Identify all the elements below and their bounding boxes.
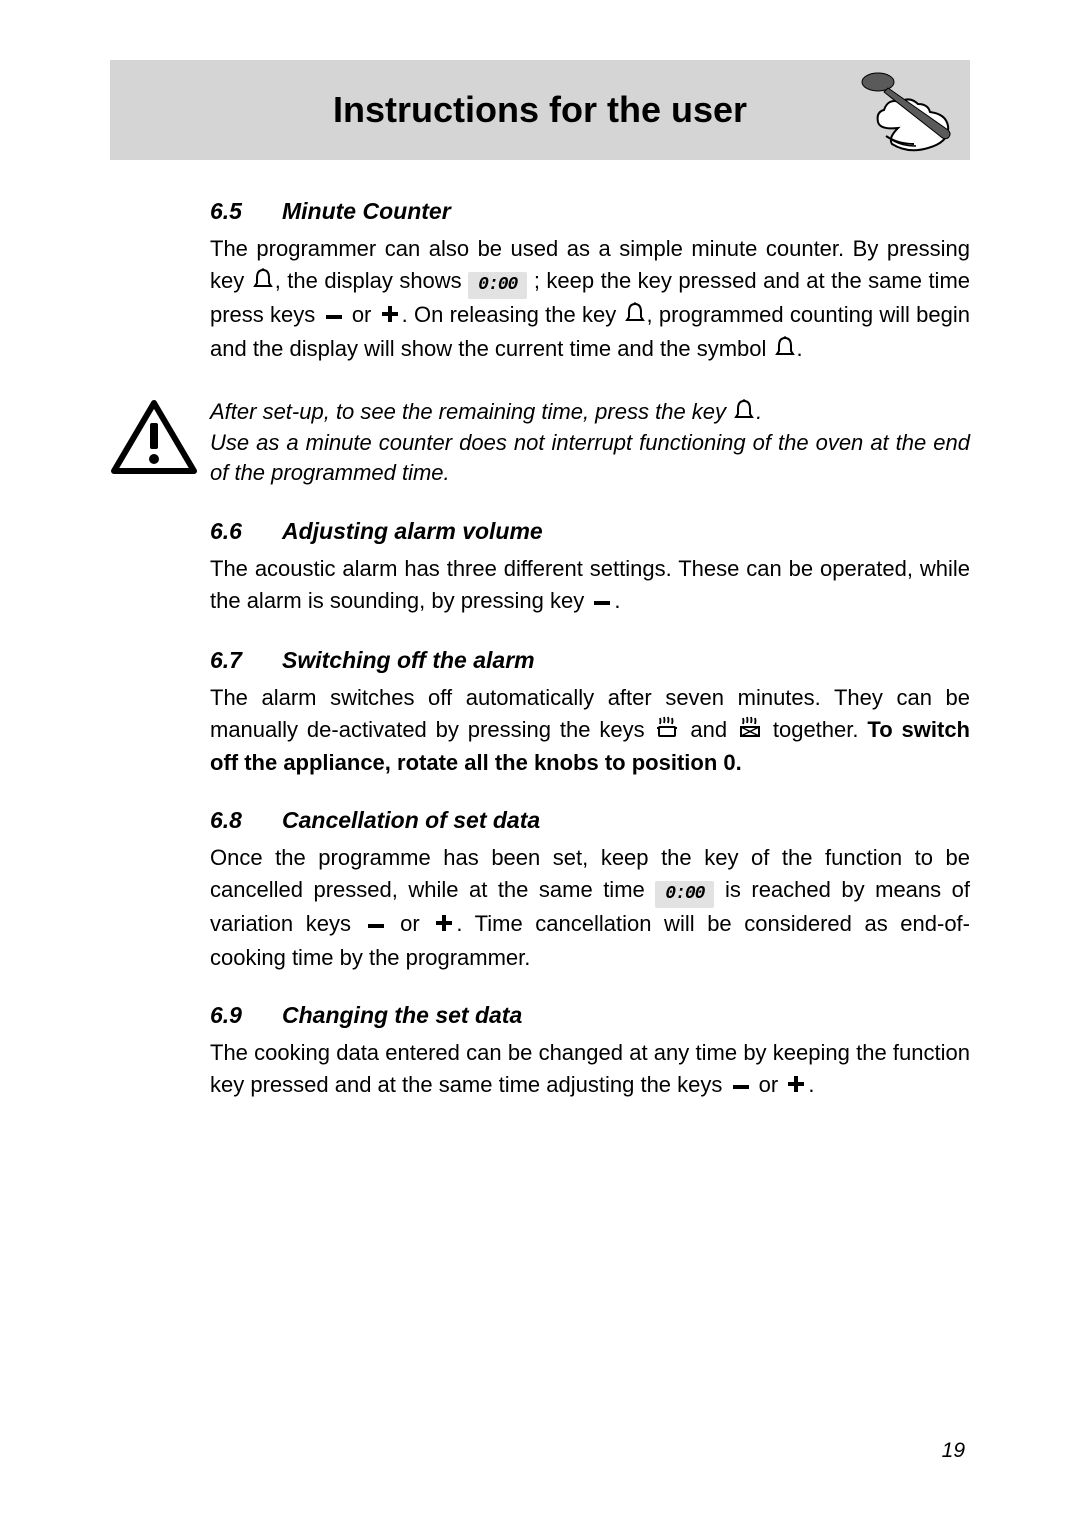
warning-triangle-icon xyxy=(110,399,200,477)
text-fragment: The cooking data entered can be changed … xyxy=(210,1040,970,1097)
warning-note-text: After set-up, to see the remaining time,… xyxy=(210,397,970,488)
page-header: Instructions for the user xyxy=(110,60,970,160)
section-heading-6-7: 6.7 Switching off the alarm xyxy=(210,647,970,674)
minus-icon xyxy=(324,301,344,333)
minus-icon xyxy=(592,587,612,619)
grill-heat-icon xyxy=(738,715,762,748)
text-fragment: , the display shows xyxy=(275,268,468,293)
text-fragment: . xyxy=(614,588,620,613)
text-fragment: The acoustic alarm has three different s… xyxy=(210,556,970,613)
content-area: 6.5 Minute Counter The programmer can al… xyxy=(210,198,970,1103)
section-heading-6-5: 6.5 Minute Counter xyxy=(210,198,970,225)
text-fragment: or xyxy=(388,911,433,936)
text-fragment: . xyxy=(797,336,803,361)
minus-icon xyxy=(366,910,386,942)
manual-page: Instructions for the user 6.5 Minute Cou… xyxy=(0,0,1080,1533)
text-fragment: . xyxy=(756,399,762,424)
text-fragment: . On releasing the key xyxy=(402,302,623,327)
section-6-5-body: The programmer can also be used as a sim… xyxy=(210,233,970,367)
plus-icon xyxy=(380,301,400,333)
section-6-6-body: The acoustic alarm has three different s… xyxy=(210,553,970,619)
section-number: 6.9 xyxy=(210,1002,282,1029)
section-number: 6.7 xyxy=(210,647,282,674)
chef-spoon-icon xyxy=(858,68,958,152)
text-fragment: Use as a minute counter does not interru… xyxy=(210,430,970,485)
section-6-9-body: The cooking data entered can be changed … xyxy=(210,1037,970,1103)
section-6-7-body: The alarm switches off automatically aft… xyxy=(210,682,970,780)
section-title: Changing the set data xyxy=(282,1002,522,1029)
section-number: 6.6 xyxy=(210,518,282,545)
text-fragment: After set-up, to see the remaining time,… xyxy=(210,399,732,424)
section-number: 6.5 xyxy=(210,198,282,225)
text-fragment: together. xyxy=(764,717,867,742)
section-heading-6-9: 6.9 Changing the set data xyxy=(210,1002,970,1029)
page-number: 19 xyxy=(942,1439,965,1463)
plus-icon xyxy=(434,910,454,942)
section-title: Adjusting alarm volume xyxy=(282,518,543,545)
page-title: Instructions for the user xyxy=(333,89,747,131)
bell-icon xyxy=(253,267,273,299)
section-title: Minute Counter xyxy=(282,198,451,225)
text-fragment: or xyxy=(753,1072,785,1097)
text-fragment: or xyxy=(346,302,378,327)
section-heading-6-6: 6.6 Adjusting alarm volume xyxy=(210,518,970,545)
warning-note: After set-up, to see the remaining time,… xyxy=(110,397,970,488)
display-000-icon: 0:00 xyxy=(655,881,714,908)
section-heading-6-8: 6.8 Cancellation of set data xyxy=(210,807,970,834)
bell-icon xyxy=(625,301,645,333)
text-fragment: . xyxy=(808,1072,814,1097)
text-fragment: and xyxy=(681,717,736,742)
section-title: Cancellation of set data xyxy=(282,807,540,834)
pot-heat-icon xyxy=(655,715,679,748)
bell-icon xyxy=(775,335,795,367)
minus-icon xyxy=(731,1071,751,1103)
plus-icon xyxy=(786,1071,806,1103)
section-6-8-body: Once the programme has been set, keep th… xyxy=(210,842,970,974)
section-title: Switching off the alarm xyxy=(282,647,535,674)
display-000-icon: 0:00 xyxy=(468,272,527,299)
section-number: 6.8 xyxy=(210,807,282,834)
bell-icon xyxy=(734,399,754,429)
